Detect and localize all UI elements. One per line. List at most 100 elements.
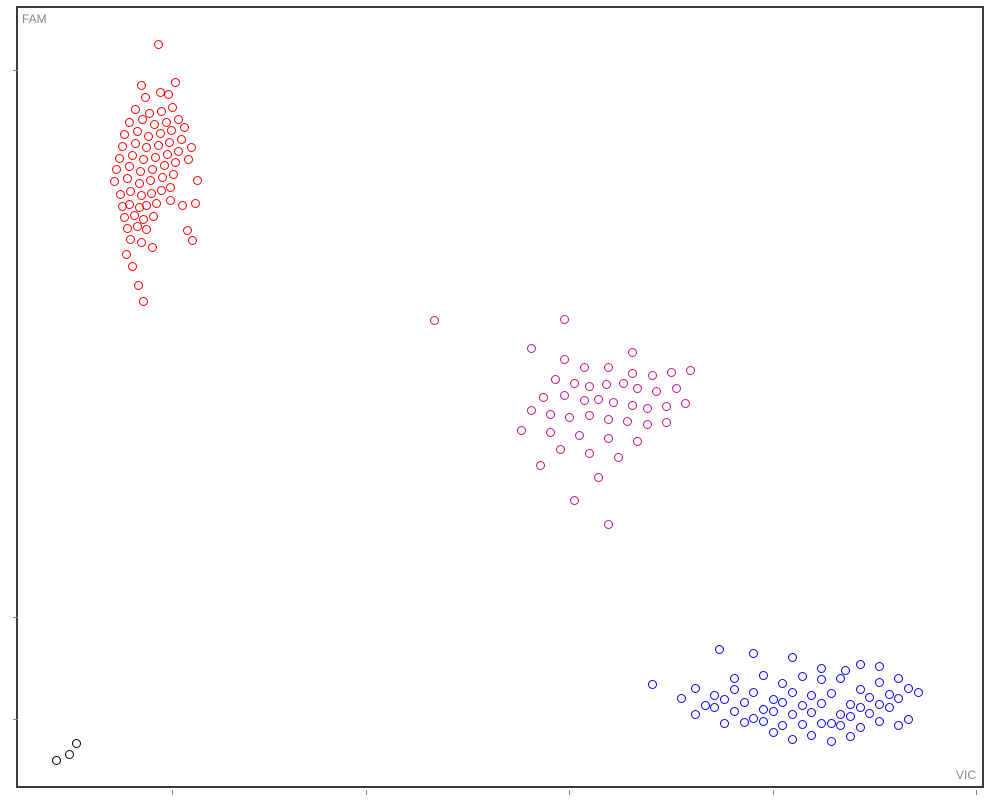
scatter-point	[148, 243, 157, 252]
scatter-point	[720, 719, 729, 728]
x-tick	[976, 790, 977, 795]
scatter-point	[710, 703, 719, 712]
scatter-point	[798, 720, 807, 729]
scatter-point	[807, 691, 816, 700]
scatter-point	[180, 123, 189, 132]
scatter-point	[160, 161, 169, 170]
scatter-point	[118, 142, 127, 151]
scatter-point	[146, 176, 155, 185]
scatter-point	[769, 707, 778, 716]
scatter-point	[856, 723, 865, 732]
scatter-point	[846, 732, 855, 741]
scatter-point	[136, 167, 145, 176]
scatter-point	[551, 375, 560, 384]
scatter-point	[137, 238, 146, 247]
scatter-point	[131, 139, 140, 148]
scatter-point	[788, 710, 797, 719]
scatter-point	[885, 690, 894, 699]
scatter-point	[865, 693, 874, 702]
scatter-point	[875, 717, 884, 726]
scatter-point	[715, 645, 724, 654]
scatter-point	[827, 737, 836, 746]
scatter-point	[672, 384, 681, 393]
scatter-point	[628, 369, 637, 378]
scatter-point	[150, 120, 159, 129]
scatter-point	[778, 679, 787, 688]
scatter-point	[188, 236, 197, 245]
scatter-point	[110, 177, 119, 186]
scatter-point	[560, 391, 569, 400]
scatter-point	[580, 396, 589, 405]
scatter-point	[619, 379, 628, 388]
scatter-point	[517, 426, 526, 435]
scatter-point	[827, 719, 836, 728]
scatter-point	[836, 674, 845, 683]
scatter-point	[894, 721, 903, 730]
scatter-point	[164, 90, 173, 99]
y-axis-label: FAM	[22, 12, 47, 26]
scatter-point	[769, 695, 778, 704]
scatter-point	[865, 709, 874, 718]
scatter-point	[134, 281, 143, 290]
scatter-point	[144, 132, 153, 141]
scatter-point	[604, 520, 613, 529]
scatter-point	[154, 141, 163, 150]
scatter-point	[807, 731, 816, 740]
scatter-point	[128, 262, 137, 271]
scatter-point	[137, 81, 146, 90]
scatter-point	[662, 418, 671, 427]
scatter-point	[112, 165, 121, 174]
scatter-point	[158, 173, 167, 182]
scatter-point	[171, 78, 180, 87]
scatter-point	[648, 371, 657, 380]
scatter-point	[894, 694, 903, 703]
scatter-point	[914, 688, 923, 697]
scatter-point	[546, 428, 555, 437]
scatter-point	[604, 415, 613, 424]
scatter-point	[570, 379, 579, 388]
scatter-point	[565, 413, 574, 422]
scatter-point	[594, 395, 603, 404]
scatter-point	[856, 685, 865, 694]
scatter-point	[691, 710, 700, 719]
scatter-point	[154, 40, 163, 49]
scatter-point	[628, 401, 637, 410]
scatter-point	[788, 735, 797, 744]
scatter-point	[788, 688, 797, 697]
scatter-point	[72, 739, 81, 748]
scatter-point	[885, 703, 894, 712]
scatter-point	[139, 155, 148, 164]
scatter-point	[633, 384, 642, 393]
scatter-point	[633, 437, 642, 446]
scatter-point	[788, 653, 797, 662]
scatter-point	[183, 226, 192, 235]
scatter-point	[759, 717, 768, 726]
scatter-point	[163, 150, 172, 159]
scatter-point	[128, 151, 137, 160]
scatter-point	[142, 201, 151, 210]
scatter-point	[904, 715, 913, 724]
scatter-point	[648, 680, 657, 689]
scatter-point	[123, 174, 132, 183]
scatter-point	[759, 671, 768, 680]
scatter-point	[560, 355, 569, 364]
scatter-point	[749, 688, 758, 697]
scatter-point	[817, 699, 826, 708]
scatter-point	[643, 404, 652, 413]
scatter-point	[157, 186, 166, 195]
scatter-point	[125, 200, 134, 209]
scatter-point	[875, 678, 884, 687]
scatter-point	[193, 176, 202, 185]
scatter-point	[123, 224, 132, 233]
scatter-point	[116, 190, 125, 199]
scatter-point	[643, 420, 652, 429]
x-tick	[773, 790, 774, 795]
scatter-point	[594, 473, 603, 482]
scatter-point	[652, 387, 661, 396]
scatter-point	[139, 215, 148, 224]
scatter-point	[798, 701, 807, 710]
x-tick	[172, 790, 173, 795]
y-tick	[13, 719, 18, 720]
scatter-point	[604, 363, 613, 372]
scatter-plot: FAM VIC	[16, 6, 984, 788]
